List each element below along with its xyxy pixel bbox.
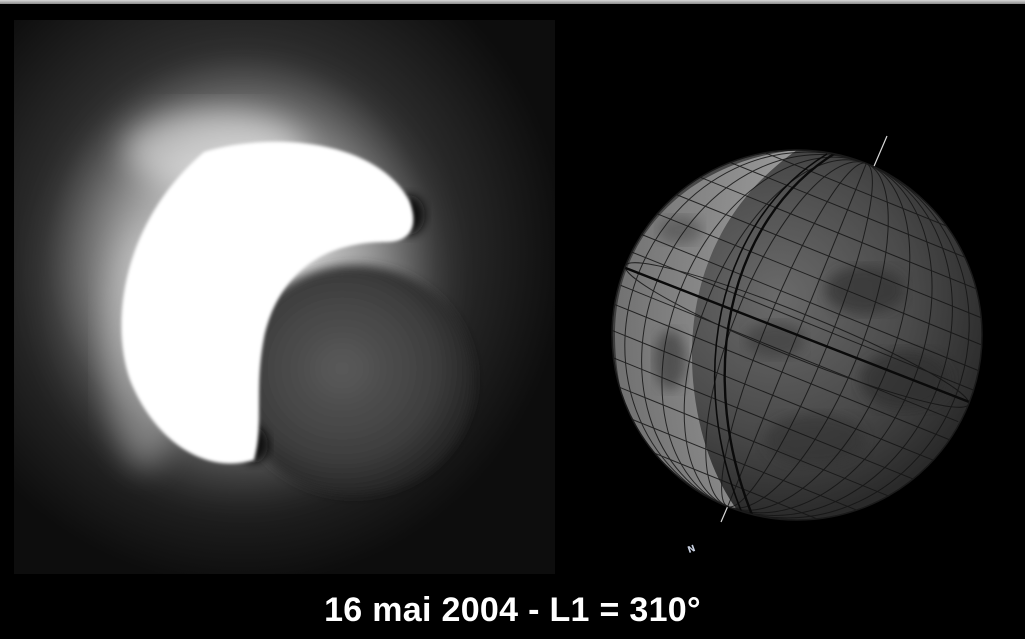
globe-render [611,135,983,523]
jupiter-coronagraph-image [14,20,555,574]
coronagraph-render [14,20,555,574]
jupiter-globe-map [575,120,1005,570]
image-caption: 16 mai 2004 - L1 = 310° [324,591,701,629]
window-top-edge [0,0,1025,4]
